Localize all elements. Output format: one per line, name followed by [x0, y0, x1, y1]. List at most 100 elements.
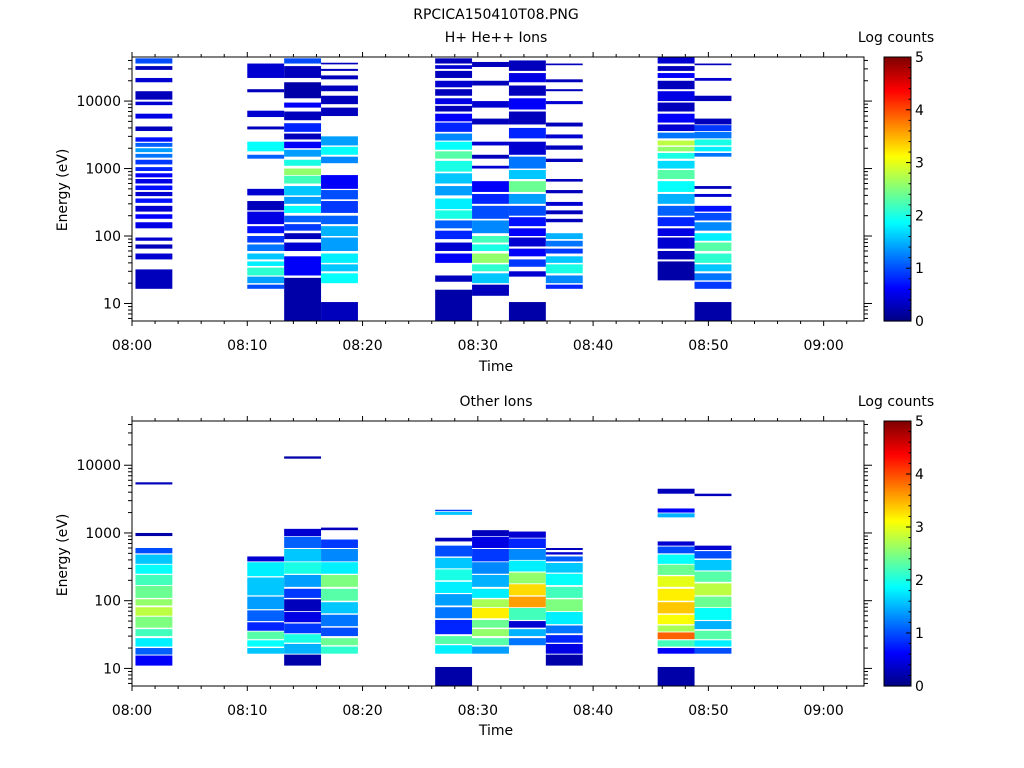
colorbar-tick-label: 4	[915, 103, 924, 119]
colorbar-segment	[884, 180, 911, 184]
heatmap-cell	[508, 572, 546, 584]
colorbar-segment	[884, 675, 911, 679]
colorbar-segment	[884, 683, 911, 687]
h-he-ions-panel: H+ He++ Ions Log counts Time Energy (eV)…	[55, 30, 934, 375]
x-tick-label: 08:40	[573, 338, 613, 354]
colorbar-segment	[884, 61, 911, 64]
colorbar-segment	[884, 534, 911, 538]
heatmap-cell	[247, 556, 285, 562]
heatmap-cell	[321, 253, 358, 263]
heatmap-cell	[545, 158, 583, 162]
heatmap-cell	[247, 622, 285, 631]
heatmap-cell	[284, 242, 322, 251]
heatmap-cell	[657, 66, 695, 71]
colorbar-segment	[884, 601, 911, 604]
heatmap-cell	[135, 564, 173, 574]
y-axis-label: Energy (eV)	[55, 149, 71, 232]
heatmap-cell	[247, 211, 285, 225]
colorbar-segment	[884, 549, 911, 553]
heatmap-cell	[657, 152, 695, 159]
colorbar-segment	[884, 120, 911, 124]
colorbar-segment	[884, 632, 911, 635]
colorbar-segment	[884, 596, 911, 600]
heatmap-cell	[321, 264, 358, 272]
heatmap-cell	[284, 588, 322, 598]
heatmap-cell	[435, 105, 473, 112]
heatmap-cell	[284, 141, 322, 149]
x-axis-label: Time	[478, 359, 513, 375]
heatmap-cell	[694, 233, 732, 241]
x-tick-label: 08:30	[458, 338, 498, 354]
x-tick-label: 08:00	[112, 338, 152, 354]
heatmap-cell	[657, 91, 695, 102]
heatmap-cell	[508, 302, 546, 321]
colorbar-segment	[884, 145, 911, 149]
heatmap-cell	[135, 655, 173, 666]
heatmap-cell	[135, 137, 173, 142]
heatmap-cell	[135, 648, 173, 655]
colorbar-segment	[884, 211, 911, 215]
colorbar-segment	[884, 108, 911, 112]
heatmap-cell	[135, 178, 173, 184]
heatmap-cell	[508, 73, 546, 83]
heatmap-cell	[247, 631, 285, 640]
colorbar-segment	[884, 528, 911, 532]
colorbar-segment	[884, 261, 911, 264]
heatmap-cell	[135, 607, 173, 616]
colorbar-segment	[884, 104, 911, 108]
panel-title: H+ He++ Ions	[445, 30, 548, 46]
colorbar-segment	[884, 316, 911, 320]
colorbar-segment	[884, 439, 911, 443]
heatmap-cell	[321, 85, 358, 92]
colorbar-tick-label: 3	[915, 520, 924, 536]
colorbar-segment	[884, 505, 911, 509]
heatmap-cell	[135, 142, 173, 147]
heatmap-cell	[135, 148, 173, 153]
heatmap-cell	[694, 205, 732, 212]
colorbar-segment	[884, 510, 911, 513]
colorbar-label: Log counts	[858, 394, 934, 410]
heatmap-cell	[135, 185, 173, 191]
heatmap-cell	[545, 248, 583, 254]
colorbar-segment	[884, 112, 911, 116]
colorbar-segment	[884, 151, 911, 155]
heatmap-cell	[284, 277, 322, 321]
heatmap-cell	[435, 607, 473, 619]
heatmap-cell	[247, 610, 285, 622]
heatmap-cell	[472, 273, 509, 284]
colorbar-segment	[884, 281, 911, 285]
heatmap-cell	[321, 75, 358, 80]
heatmap-cell	[321, 539, 358, 548]
heatmap-cell	[472, 181, 509, 192]
heatmap-cell	[472, 562, 509, 574]
heatmap-cell	[508, 608, 546, 620]
y-tick-label: 100	[94, 229, 121, 245]
colorbar-tick-label: 1	[915, 261, 924, 277]
colorbar-segment	[884, 275, 911, 279]
colorbar-segment	[884, 215, 911, 219]
heatmap-cell	[694, 253, 732, 263]
heatmap-cell	[321, 646, 358, 654]
colorbar-segment	[884, 431, 911, 435]
colorbar-segment	[884, 162, 911, 165]
colorbar-segment	[884, 279, 911, 283]
colorbar-segment	[884, 659, 911, 662]
x-tick-label: 09:00	[803, 703, 843, 719]
colorbar-segment	[884, 507, 911, 511]
colorbar-segment	[884, 100, 911, 103]
heatmap-cell	[284, 536, 322, 548]
colorbar-segment	[884, 609, 911, 613]
colorbar: 0 1 2 3 4 5	[883, 50, 924, 330]
heatmap-cell	[435, 636, 473, 644]
colorbar-segment	[884, 520, 911, 524]
colorbar: 0 1 2 3 4 5	[883, 414, 924, 695]
colorbar-segment	[884, 584, 911, 588]
heatmap-cell	[435, 289, 473, 321]
colorbar-segment	[884, 503, 911, 507]
heatmap-cell	[657, 57, 695, 64]
colorbar-segment	[884, 201, 911, 205]
colorbar-segment	[884, 65, 911, 68]
heatmap-cell	[135, 574, 173, 586]
colorbar-segment	[884, 240, 911, 244]
heatmap-cell	[657, 640, 695, 647]
